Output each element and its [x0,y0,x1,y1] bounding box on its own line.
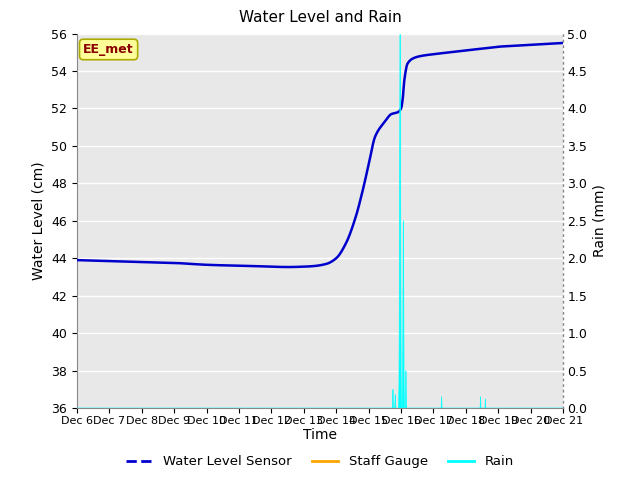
Legend: Water Level Sensor, Staff Gauge, Rain: Water Level Sensor, Staff Gauge, Rain [121,450,519,473]
X-axis label: Time: Time [303,429,337,443]
Title: Water Level and Rain: Water Level and Rain [239,11,401,25]
Y-axis label: Water Level (cm): Water Level (cm) [31,161,45,280]
Y-axis label: Rain (mm): Rain (mm) [593,184,607,257]
Text: EE_met: EE_met [83,43,134,56]
